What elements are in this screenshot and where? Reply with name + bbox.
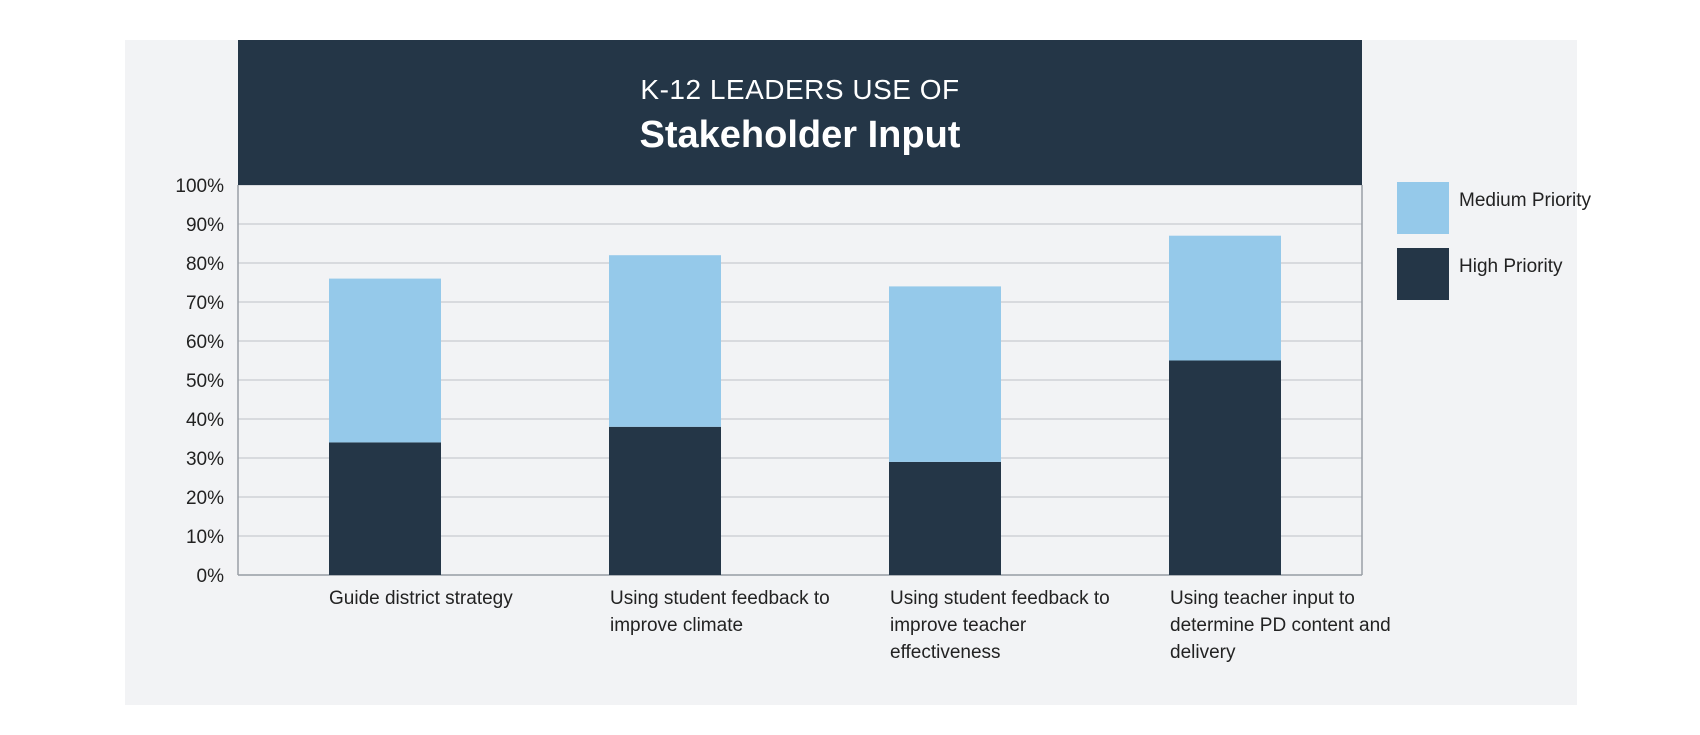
y-tick-label: 90% bbox=[186, 215, 224, 236]
y-tick-label: 100% bbox=[175, 176, 224, 197]
y-tick-label: 30% bbox=[186, 449, 224, 470]
bar-medium-priority-1 bbox=[329, 278, 441, 443]
y-tick-label: 20% bbox=[186, 488, 224, 509]
title-banner: K-12 LEADERS USE OF Stakeholder Input bbox=[238, 40, 1362, 185]
bar-high-priority-2 bbox=[609, 426, 721, 575]
legend-swatch-high bbox=[1397, 248, 1449, 300]
y-tick-label: 40% bbox=[186, 410, 224, 431]
legend-label-medium: Medium Priority bbox=[1459, 190, 1591, 211]
category-label-4: Using teacher input to determine PD cont… bbox=[1170, 588, 1391, 663]
legend-label-high: High Priority bbox=[1459, 256, 1563, 277]
y-tick-label: 0% bbox=[197, 566, 225, 587]
bar-medium-priority-2 bbox=[609, 255, 721, 427]
category-label-3: Using student feedback to improve teache… bbox=[890, 588, 1110, 663]
chart-title-line2: Stakeholder Input bbox=[639, 114, 961, 156]
chart-title-line1: K-12 LEADERS USE OF bbox=[640, 74, 960, 105]
y-tick-label: 80% bbox=[186, 254, 224, 275]
bar-medium-priority-3 bbox=[889, 286, 1001, 462]
category-label-2: Using student feedback to improve climat… bbox=[610, 588, 830, 636]
bar-high-priority-3 bbox=[889, 461, 1001, 575]
y-tick-label: 60% bbox=[186, 332, 224, 353]
category-label-1: Guide district strategy bbox=[329, 588, 513, 609]
bar-high-priority-4 bbox=[1169, 360, 1281, 575]
y-tick-label: 10% bbox=[186, 527, 224, 548]
y-tick-label: 50% bbox=[186, 371, 224, 392]
legend-swatch-medium bbox=[1397, 182, 1449, 234]
bar-medium-priority-4 bbox=[1169, 235, 1281, 361]
y-tick-label: 70% bbox=[186, 293, 224, 314]
bar-high-priority-1 bbox=[329, 442, 441, 575]
